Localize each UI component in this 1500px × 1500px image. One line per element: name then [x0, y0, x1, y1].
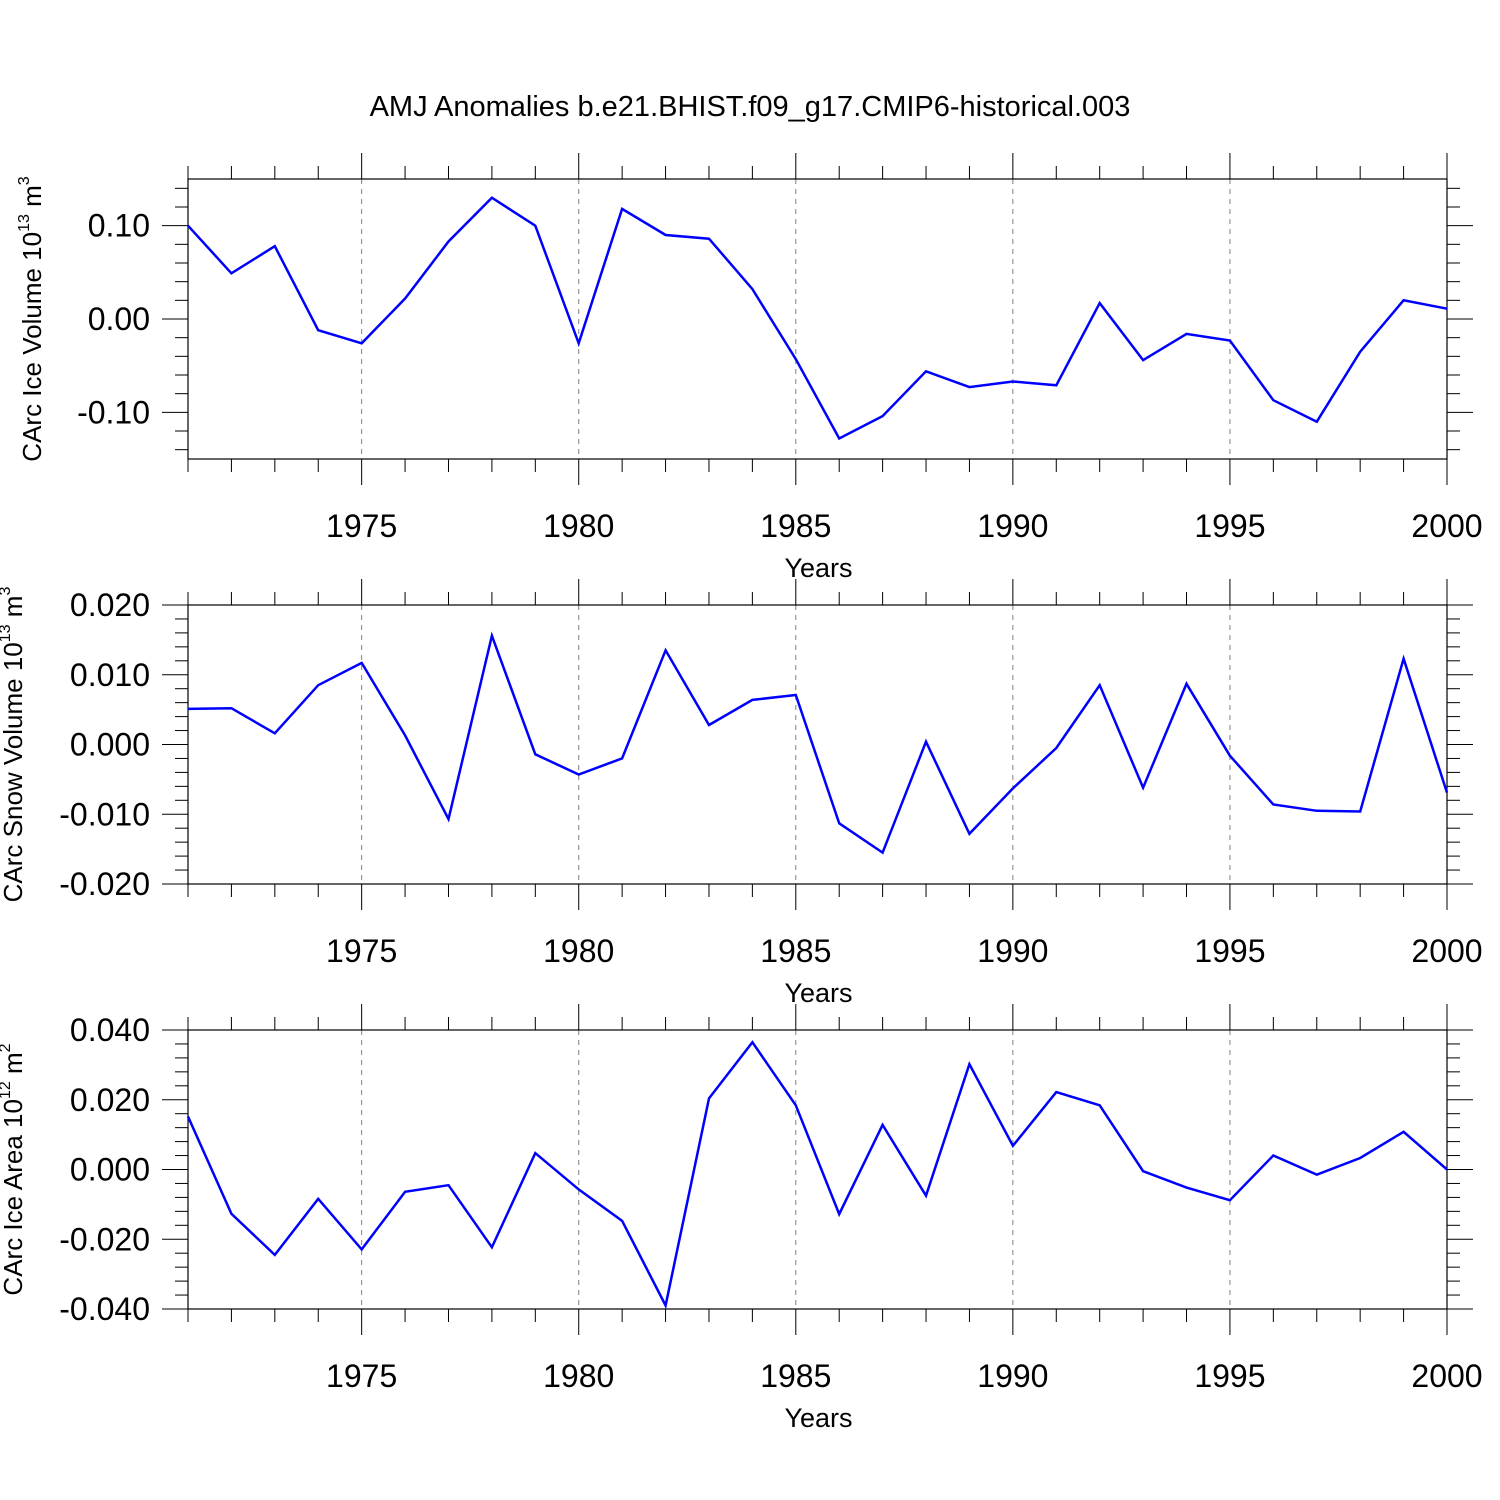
- panels-group: -0.10 0.00 0.10 1975 1980 1985 1990 1995 2000 Yea…: [0, 153, 1483, 1433]
- series-line: [186, 1040, 1448, 1310]
- x-tick-label: 1995: [1194, 933, 1265, 969]
- y-tick-label: -0.020: [59, 1221, 150, 1257]
- y-axis-label: CArc Ice Area 1012 m2: [0, 1043, 28, 1295]
- x-axis-label: Years: [784, 1403, 852, 1433]
- x-tick-label: 1985: [760, 508, 831, 544]
- y-tick-label: -0.10: [77, 394, 150, 430]
- x-tick-label: 2000: [1411, 1358, 1482, 1394]
- y-axis-label: CArc Snow Volume 1013 m3: [0, 587, 28, 903]
- x-tick-label: 1990: [977, 1358, 1048, 1394]
- x-tick-label: 1995: [1194, 1358, 1265, 1394]
- x-tick-label: 1985: [760, 933, 831, 969]
- y-tick-label: -0.020: [59, 866, 150, 902]
- y-tick-label: -0.040: [59, 1291, 150, 1327]
- panel-2: -0.020 -0.010 0.000 0.010 0.020 1975 1980 1985 1…: [0, 579, 1483, 1008]
- y-axis-label: CArc Ice Volume 1013 m3: [16, 176, 47, 461]
- x-tick-label: 1980: [543, 1358, 614, 1394]
- x-tick-label: 1980: [543, 933, 614, 969]
- panel-1: -0.10 0.00 0.10 1975 1980 1985 1990 1995 2000 Yea…: [16, 153, 1483, 583]
- x-axis-label: Years: [784, 978, 852, 1008]
- y-tick-label: 0.10: [88, 208, 150, 244]
- x-tick-label: 1980: [543, 508, 614, 544]
- y-tick-label: 0.020: [70, 1082, 150, 1118]
- x-tick-label: 1990: [977, 933, 1048, 969]
- figure-title: AMJ Anomalies b.e21.BHIST.f09_g17.CMIP6-…: [370, 91, 1131, 123]
- x-tick-label: 2000: [1411, 933, 1482, 969]
- y-tick-label: 0.000: [70, 1152, 150, 1188]
- panel-3: -0.040 -0.020 0.000 0.020 0.040 1975 1980 1985 1…: [0, 1004, 1483, 1433]
- x-tick-label: 1975: [326, 1358, 397, 1394]
- x-tick-label: 1975: [326, 933, 397, 969]
- y-tick-label: 0.040: [70, 1012, 150, 1048]
- x-tick-label: 2000: [1411, 508, 1482, 544]
- x-tick-label: 1995: [1194, 508, 1265, 544]
- x-tick-label: 1975: [326, 508, 397, 544]
- y-tick-label: -0.010: [59, 796, 150, 832]
- y-tick-label: 0.00: [88, 301, 150, 337]
- x-tick-label: 1985: [760, 1358, 831, 1394]
- series-line: [187, 196, 1448, 441]
- x-axis-label: Years: [784, 553, 852, 583]
- y-tick-label: 0.010: [70, 657, 150, 693]
- x-tick-label: 1990: [977, 508, 1048, 544]
- y-tick-label: 0.020: [70, 587, 150, 623]
- series-line: [187, 631, 1449, 855]
- y-tick-label: 0.000: [70, 727, 150, 763]
